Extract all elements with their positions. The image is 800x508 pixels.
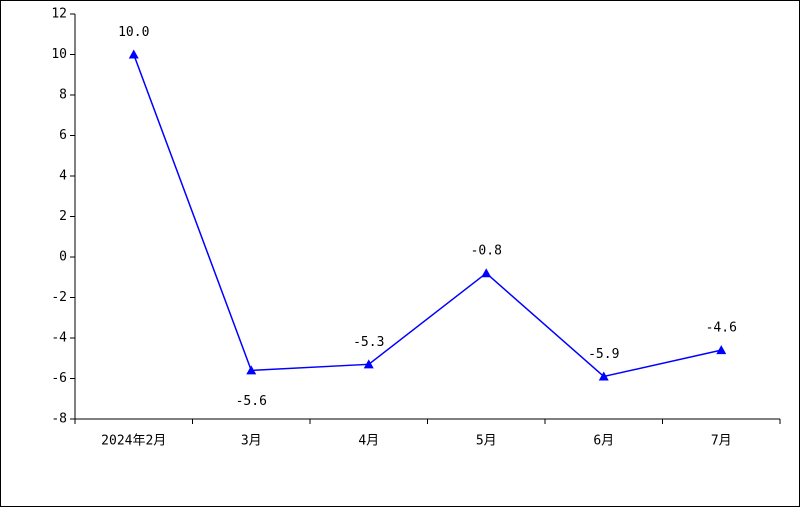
- data-label: -0.8: [471, 244, 502, 259]
- x-tick-label: 5月: [476, 434, 497, 449]
- y-tick-label: 2: [59, 209, 67, 224]
- x-tick-label: 7月: [711, 434, 732, 449]
- y-tick-label: 6: [59, 128, 67, 143]
- data-label: -5.9: [588, 347, 619, 362]
- marker: [598, 371, 609, 381]
- y-tick-label: -6: [51, 371, 67, 386]
- data-label: 10.0: [118, 25, 149, 40]
- marker: [246, 365, 257, 375]
- data-label: -4.6: [706, 321, 737, 336]
- y-tick-label: 0: [59, 250, 67, 265]
- marker: [128, 49, 139, 59]
- x-tick-label: 3月: [241, 434, 262, 449]
- y-tick-label: -2: [51, 290, 67, 305]
- data-label: -5.6: [236, 394, 267, 409]
- marker: [716, 345, 727, 355]
- line: [133, 54, 722, 378]
- y-tick-label: 4: [59, 169, 67, 184]
- y-tick-label: 8: [59, 88, 67, 103]
- y-tick-label: 10: [51, 47, 67, 62]
- x-tick-label: 6月: [593, 434, 614, 449]
- y-tick-label: -8: [51, 412, 67, 427]
- x-tick-label: 4月: [358, 434, 379, 449]
- y-tick-label: 12: [51, 7, 67, 22]
- y-tick-label: -4: [51, 331, 67, 346]
- marker: [363, 359, 374, 369]
- data-label: -5.3: [353, 335, 384, 350]
- x-tick-label: 2024年2月: [101, 434, 166, 449]
- marker: [481, 268, 492, 278]
